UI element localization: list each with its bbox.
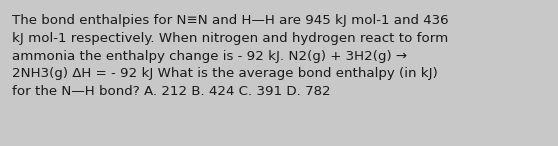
Text: The bond enthalpies for N≡N and H—H are 945 kJ mol-1 and 436
kJ mol-1 respective: The bond enthalpies for N≡N and H—H are …: [12, 14, 449, 98]
